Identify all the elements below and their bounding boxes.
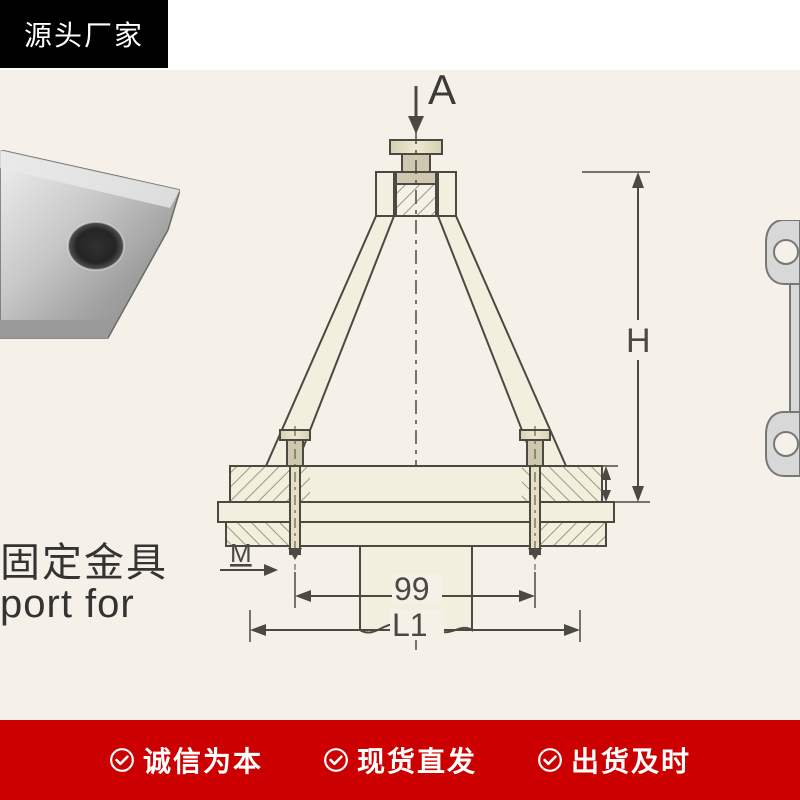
bottom-item-2-text: 现货直发 bbox=[357, 740, 477, 780]
left-text-english: port for bbox=[0, 582, 135, 627]
bottom-item-3: 出货及时 bbox=[537, 740, 691, 780]
left-text-chinese: 固定金具 bbox=[0, 530, 168, 588]
left-metal-part-photo bbox=[0, 150, 180, 350]
dim-M: M bbox=[230, 538, 252, 568]
check-circle-icon bbox=[323, 747, 349, 773]
check-circle-icon bbox=[109, 747, 135, 773]
content-area: 固定金具 port for A bbox=[0, 70, 800, 720]
bottom-item-1-text: 诚信为本 bbox=[143, 740, 263, 780]
top-badge-text: 源头厂家 bbox=[24, 20, 144, 51]
dim-H: H bbox=[626, 322, 651, 360]
technical-drawing: H M 99 bbox=[180, 70, 720, 650]
right-partial-photo bbox=[750, 220, 800, 480]
page-root: 源头厂家 bbox=[0, 0, 800, 800]
bottom-item-2: 现货直发 bbox=[323, 740, 477, 780]
bottom-item-1: 诚信为本 bbox=[109, 740, 263, 780]
dim-L1: L1 bbox=[392, 607, 428, 643]
check-circle-icon bbox=[537, 747, 563, 773]
top-left-badge: 源头厂家 bbox=[0, 0, 168, 68]
bottom-bar: 诚信为本 现货直发 出货及时 bbox=[0, 720, 800, 800]
bottom-item-3-text: 出货及时 bbox=[571, 740, 691, 780]
dim-99: 99 bbox=[394, 571, 430, 607]
